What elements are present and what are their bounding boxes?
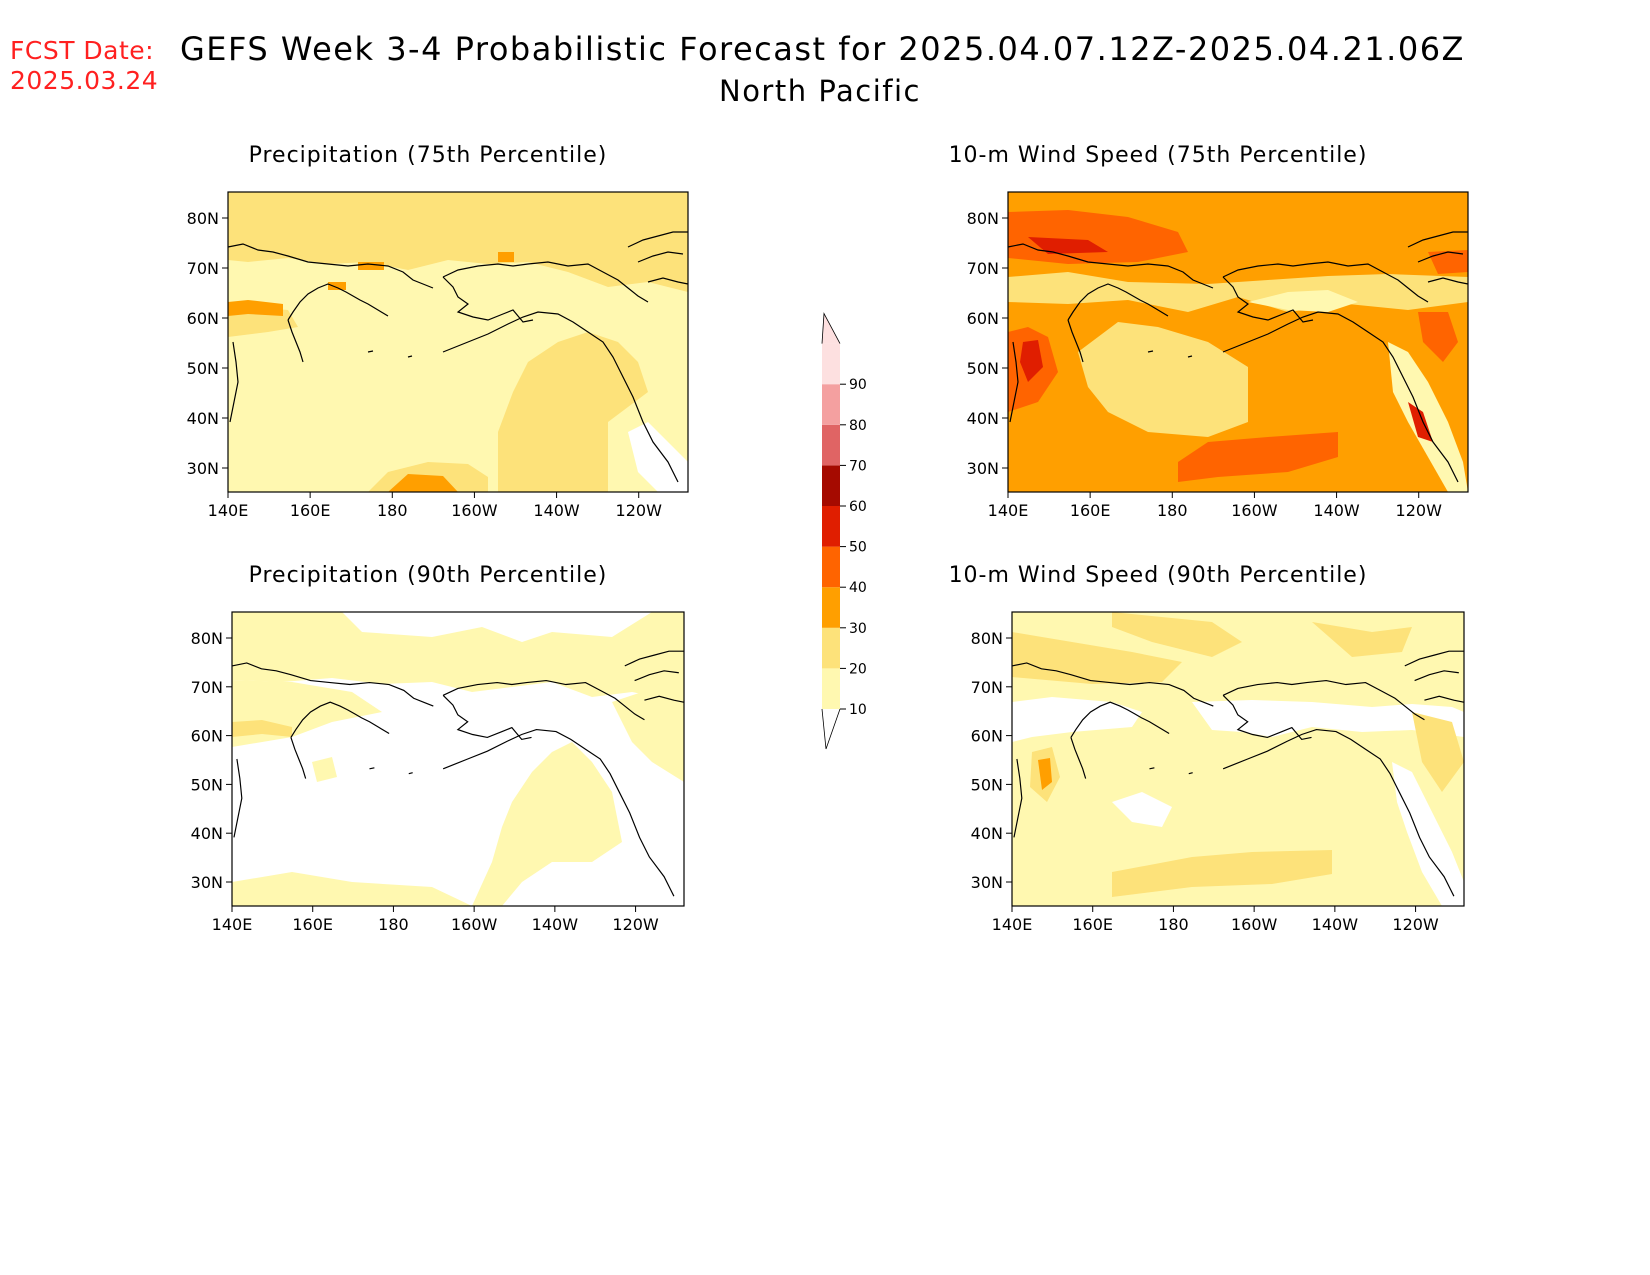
colorbar-swatch [822, 465, 840, 506]
colorbar-level-label: 30 [849, 621, 867, 637]
colorbar-swatch [822, 587, 840, 628]
lon-label-wind-75: 140E [988, 501, 1029, 520]
lat-label-wind-75: 80N [967, 209, 999, 228]
lat-label-wind-75: 40N [967, 409, 999, 428]
forecast-date-label: FCST Date: 2025.03.24 [10, 36, 158, 96]
colorbar-level-label: 70 [849, 458, 867, 474]
colorbar-level-label: 60 [849, 499, 867, 515]
lat-label-precip-75: 60N [187, 309, 219, 328]
lat-label-precip-75: 30N [187, 459, 219, 478]
lat-label-wind-75: 70N [967, 259, 999, 278]
lon-label-precip-90: 140E [212, 915, 253, 934]
colorbar-swatches [821, 312, 841, 750]
lat-label-precip-90: 60N [191, 727, 223, 746]
lat-label-precip-75: 40N [187, 409, 219, 428]
lon-label-precip-90: 120W [612, 915, 659, 934]
lat-label-wind-90: 30N [971, 873, 1003, 892]
lon-label-wind-90: 140W [1312, 915, 1359, 934]
colorbar-level-label: 40 [849, 580, 867, 596]
lat-label-precip-75: 80N [187, 209, 219, 228]
lon-label-precip-90: 140W [532, 915, 579, 934]
lat-label-wind-90: 50N [971, 775, 1003, 794]
lon-label-wind-75: 160E [1070, 501, 1111, 520]
lat-label-precip-90: 70N [191, 678, 223, 697]
colorbar-top-cap [821, 312, 841, 344]
lat-label-wind-90: 70N [971, 678, 1003, 697]
colorbar-level-label: 20 [849, 661, 867, 677]
lat-label-precip-75: 50N [187, 359, 219, 378]
lat-label-precip-90: 80N [191, 629, 223, 648]
colorbar: 10 20 30 40 50 60 70 80 90 [821, 312, 867, 750]
map-wind-90 [1011, 611, 1465, 907]
page-subtitle: North Pacific [719, 74, 921, 108]
panel-title-wind-90: 10-m Wind Speed (90th Percentile) [948, 563, 1368, 588]
colorbar-level-label: 90 [849, 377, 867, 393]
colorbar-swatch [822, 627, 840, 669]
colorbar-swatch [822, 506, 840, 547]
panel-title-precip-75: Precipitation (75th Percentile) [248, 143, 608, 168]
lon-label-wind-75: 160W [1231, 501, 1278, 520]
lat-label-precip-90: 40N [191, 824, 223, 843]
lon-label-precip-75: 120W [616, 501, 663, 520]
map-precip-75 [227, 191, 689, 493]
lat-label-wind-75: 50N [967, 359, 999, 378]
lon-label-wind-75: 180 [1157, 501, 1188, 520]
lon-label-wind-75: 140W [1313, 501, 1360, 520]
page-title: GEFS Week 3-4 Probabilistic Forecast for… [180, 30, 1465, 68]
lon-label-precip-75: 140E [208, 501, 249, 520]
colorbar-swatch [822, 546, 840, 588]
lon-label-precip-75: 180 [377, 501, 408, 520]
colorbar-swatch [822, 343, 840, 385]
colorbar-level-label: 10 [849, 702, 867, 718]
lat-label-wind-90: 60N [971, 727, 1003, 746]
fcst-date: 2025.03.24 [10, 66, 159, 95]
lon-label-wind-90: 120W [1392, 915, 1439, 934]
colorbar-labels: 10 20 30 40 50 60 70 80 90 [840, 377, 867, 718]
colorbar-bottom-cap [821, 708, 841, 750]
lat-label-wind-75: 30N [967, 459, 999, 478]
lon-label-precip-75: 140W [533, 501, 580, 520]
lat-label-wind-90: 80N [971, 629, 1003, 648]
panel-title-wind-75: 10-m Wind Speed (75th Percentile) [948, 143, 1368, 168]
lon-label-wind-75: 120W [1396, 501, 1443, 520]
lon-label-wind-90: 160W [1231, 915, 1278, 934]
axis-labels: 80N 70N 60N 50N 40N 30N 140E 160E 180 160W 140W 120… [187, 209, 1442, 934]
colorbar-swatch [822, 668, 840, 709]
lon-label-precip-90: 180 [378, 915, 409, 934]
lon-label-precip-75: 160E [290, 501, 331, 520]
colorbar-swatch [822, 424, 840, 466]
lon-label-wind-90: 160E [1072, 915, 1113, 934]
lon-label-wind-90: 180 [1158, 915, 1189, 934]
lon-label-precip-75: 160W [451, 501, 498, 520]
lat-label-precip-90: 30N [191, 873, 223, 892]
panel-title-precip-90: Precipitation (90th Percentile) [248, 563, 608, 588]
map-wind-75 [1007, 191, 1469, 493]
lon-label-precip-90: 160W [451, 915, 498, 934]
lon-label-precip-90: 160E [292, 915, 333, 934]
lat-label-precip-75: 70N [187, 259, 219, 278]
colorbar-level-label: 80 [849, 418, 867, 434]
map-precip-90 [231, 611, 685, 907]
lat-label-wind-90: 40N [971, 824, 1003, 843]
colorbar-level-label: 50 [849, 540, 867, 556]
lat-label-wind-75: 60N [967, 309, 999, 328]
colorbar-swatch [822, 384, 840, 425]
fcst-label: FCST Date: [10, 36, 155, 65]
lon-label-wind-90: 140E [992, 915, 1033, 934]
lat-label-precip-90: 50N [191, 775, 223, 794]
